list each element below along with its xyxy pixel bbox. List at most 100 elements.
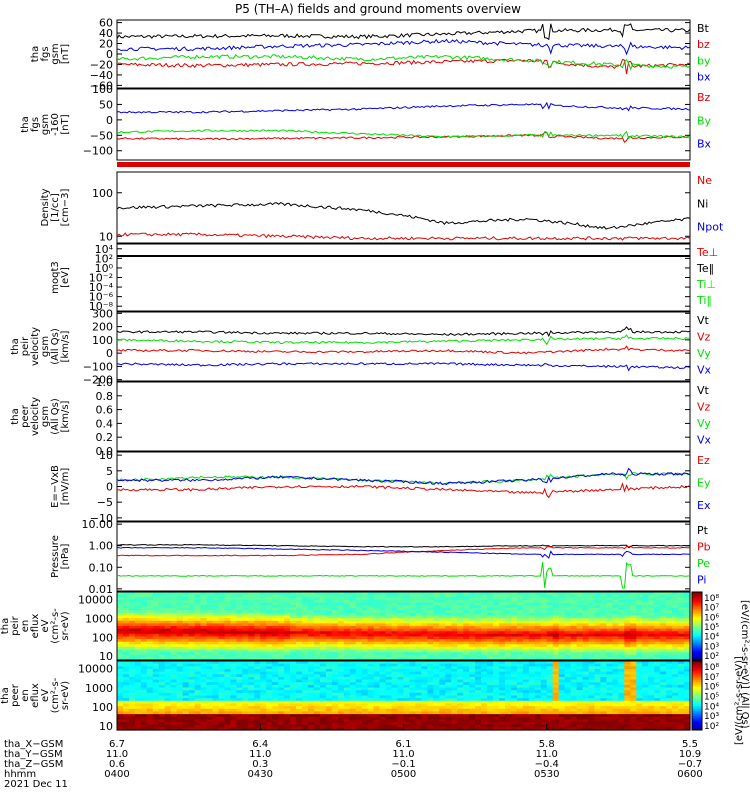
spec-cell bbox=[576, 657, 584, 661]
spec-cell bbox=[445, 618, 452, 622]
spec-cell bbox=[487, 695, 494, 699]
spec-cell bbox=[445, 719, 452, 723]
spec-cell bbox=[385, 706, 393, 710]
spec-cell bbox=[451, 722, 458, 726]
spec-cell bbox=[618, 623, 625, 627]
spec-cell bbox=[421, 607, 428, 611]
spec-cell bbox=[624, 668, 631, 673]
spec-cell bbox=[260, 605, 267, 609]
spec-cell bbox=[385, 646, 393, 651]
spec-cell bbox=[152, 610, 160, 614]
spec-cell bbox=[618, 674, 625, 678]
spec-cell bbox=[158, 722, 166, 726]
panel-frame bbox=[116, 243, 691, 312]
spec-cell bbox=[415, 649, 423, 653]
spec-cell bbox=[248, 711, 255, 715]
spec-cell bbox=[212, 708, 220, 713]
spec-cell bbox=[427, 671, 434, 675]
spec-cell bbox=[636, 612, 643, 617]
spec-cell bbox=[493, 646, 500, 651]
spec-cell bbox=[379, 633, 387, 638]
trace-pressure-Pi bbox=[116, 546, 691, 559]
spec-cell bbox=[475, 597, 482, 601]
spec-cell bbox=[272, 668, 279, 673]
spec-cell bbox=[618, 618, 625, 622]
spec-cell bbox=[594, 676, 602, 681]
spec-cell bbox=[146, 663, 154, 667]
spec-cell bbox=[337, 719, 345, 723]
spec-cell bbox=[158, 628, 166, 632]
spec-cell bbox=[361, 636, 369, 640]
trace-density-Ne bbox=[116, 232, 691, 241]
spec-cell bbox=[391, 631, 399, 635]
spec-cell bbox=[242, 646, 249, 651]
spec-cell bbox=[660, 646, 667, 651]
spec-cell bbox=[278, 682, 285, 686]
spec-cell bbox=[194, 649, 202, 653]
spec-cell bbox=[212, 657, 220, 661]
spec-cell bbox=[361, 639, 369, 643]
spec-cell bbox=[499, 631, 506, 635]
spec-cell bbox=[385, 708, 393, 713]
spec-cell bbox=[152, 661, 160, 665]
spec-cell bbox=[266, 671, 273, 675]
spec-cell bbox=[284, 618, 291, 622]
spec-cell bbox=[117, 687, 124, 691]
spec-cell bbox=[391, 676, 399, 681]
spec-cell bbox=[493, 661, 500, 665]
spec-cell bbox=[481, 631, 488, 635]
spec-cell bbox=[218, 649, 226, 653]
spec-cell bbox=[636, 602, 643, 606]
spec-cell bbox=[278, 727, 285, 731]
spec-cell bbox=[331, 714, 339, 718]
spec-cell bbox=[242, 657, 249, 661]
spec-cell bbox=[630, 623, 637, 627]
spec-cell bbox=[612, 706, 619, 710]
spec-cell bbox=[403, 706, 411, 710]
spec-cell bbox=[278, 628, 285, 632]
spec-cell bbox=[290, 652, 297, 656]
spec-cell bbox=[331, 623, 339, 627]
spec-cell bbox=[493, 636, 500, 640]
spec-cell bbox=[343, 676, 351, 681]
spec-cell bbox=[504, 610, 512, 614]
spec-cell bbox=[343, 597, 351, 601]
spec-cell bbox=[182, 594, 190, 598]
spec-cell bbox=[612, 657, 619, 661]
spec-cell bbox=[379, 671, 387, 675]
spec-cell bbox=[290, 639, 297, 643]
spec-cell bbox=[146, 610, 154, 614]
spec-cell bbox=[319, 607, 327, 611]
spec-cell bbox=[594, 631, 602, 635]
spec-cell bbox=[493, 687, 500, 691]
spec-cell bbox=[194, 682, 202, 686]
spec-cell bbox=[146, 703, 154, 707]
spec-cell bbox=[672, 620, 679, 624]
spec-cell bbox=[403, 652, 411, 656]
spec-cell bbox=[128, 594, 136, 598]
spec-cell bbox=[481, 727, 488, 731]
spec-cell bbox=[630, 644, 637, 648]
spec-cell bbox=[284, 679, 291, 683]
spec-cell bbox=[242, 636, 249, 640]
y-axis-label: moqt3[eV] bbox=[50, 261, 71, 294]
y-tick-label: 10⁻² bbox=[89, 272, 113, 285]
spec-cell bbox=[504, 719, 512, 723]
spec-cell bbox=[499, 687, 506, 691]
spec-cell bbox=[176, 649, 184, 653]
spec-cell bbox=[457, 724, 464, 728]
spec-cell bbox=[325, 597, 333, 601]
spec-cell bbox=[242, 703, 249, 707]
spec-cell bbox=[606, 722, 614, 726]
spec-cell bbox=[493, 599, 500, 604]
spec-cell bbox=[660, 636, 667, 640]
spec-cell bbox=[140, 668, 148, 673]
spec-cell bbox=[582, 724, 590, 728]
spec-cell bbox=[684, 657, 691, 661]
spec-cell bbox=[391, 727, 399, 731]
spec-cell bbox=[409, 615, 417, 619]
spec-cell bbox=[636, 597, 643, 601]
spec-cell bbox=[331, 636, 339, 640]
spec-cell bbox=[218, 599, 226, 604]
spec-cell bbox=[475, 714, 482, 718]
